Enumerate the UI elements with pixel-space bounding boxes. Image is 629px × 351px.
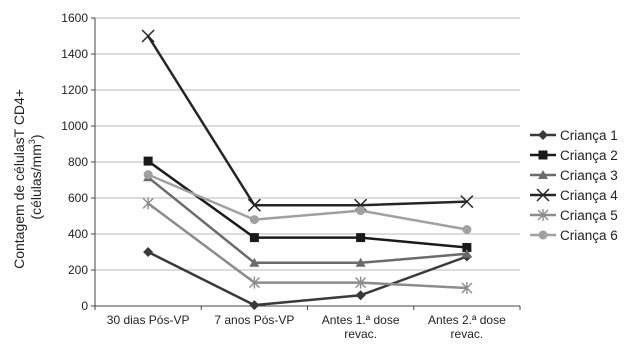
data-point <box>249 215 259 225</box>
data-point <box>143 247 154 257</box>
y-tick-label: 200 <box>68 263 88 277</box>
series-4 <box>141 29 474 212</box>
data-point <box>460 195 474 209</box>
legend-item: Criança 3 <box>530 168 618 183</box>
legend-label: Criança 2 <box>560 148 618 163</box>
y-tick-label: 1200 <box>61 83 88 97</box>
data-point <box>355 257 366 267</box>
data-point <box>461 248 472 258</box>
legend-label: Criança 1 <box>560 128 618 143</box>
y-tick-labels: 0 200 400 600 800 1000 1200 1400 1600 <box>61 11 88 313</box>
data-point <box>249 257 260 267</box>
data-point <box>355 276 367 289</box>
legend-marker <box>538 150 548 160</box>
y-tick-label: 400 <box>68 227 88 241</box>
data-point <box>248 276 260 289</box>
y-tick-label: 0 <box>81 299 88 313</box>
data-point <box>461 282 473 294</box>
series-line <box>147 202 467 290</box>
data-point <box>249 233 259 243</box>
series-6 <box>143 170 472 234</box>
x-tick-labels: 30 dias Pós-VP 7 anos Pós-VP Antes 1.ª dos… <box>107 313 506 341</box>
legend: Criança 1 Criança 2 Criança 3 Criança 4 Cria… <box>530 128 618 243</box>
legend-marker <box>538 170 548 179</box>
y-tick-label: 800 <box>68 155 88 169</box>
y-axis-label-line2-suffix: ) <box>28 134 44 139</box>
legend-marker <box>537 209 549 221</box>
data-point <box>356 206 366 216</box>
y-tick-label: 1600 <box>61 11 88 25</box>
data-point <box>247 198 261 212</box>
x-tick-label: 7 anos Pós-VP <box>214 313 294 327</box>
series-line <box>147 173 468 231</box>
data-point <box>356 233 366 243</box>
data-point <box>462 225 472 234</box>
y-axis-label-line1: Contagem de célulasT CD4+ <box>11 89 27 269</box>
y-tick-label: 1000 <box>61 119 88 133</box>
legend-item: Criança 2 <box>530 148 618 163</box>
legend-label: Criança 6 <box>560 228 618 243</box>
legend-marker <box>538 130 548 140</box>
legend-marker <box>536 188 550 202</box>
data-point <box>143 156 153 166</box>
x-tick-label: 30 dias Pós-VP <box>107 313 190 327</box>
legend-label: Criança 4 <box>560 188 618 203</box>
series-line <box>147 176 467 265</box>
data-point <box>249 300 260 311</box>
y-axis-label: Contagem de célulasT CD4+ (células/mm3) <box>11 85 44 269</box>
series-line <box>147 35 467 207</box>
series-line <box>147 250 468 307</box>
legend-marker <box>538 230 548 240</box>
series-3 <box>143 172 472 267</box>
data-point <box>142 197 154 210</box>
y-tick-label: 1400 <box>61 47 88 61</box>
series-5 <box>142 197 473 294</box>
y-tick-label: 600 <box>68 191 88 205</box>
axes <box>91 17 521 310</box>
legend-item: Criança 4 <box>530 188 618 203</box>
data-point <box>462 243 472 252</box>
legend-item: Criança 5 <box>530 208 618 223</box>
x-tick-label: Antes 1.ª dose revac. <box>322 313 400 341</box>
gridlines <box>95 17 520 271</box>
y-axis-label-line2-sup: 3 <box>27 139 37 144</box>
legend-item: Criança 6 <box>530 228 618 243</box>
series-2 <box>143 156 472 252</box>
data-point <box>143 170 153 180</box>
data-point <box>355 290 366 301</box>
legend-label: Criança 3 <box>560 168 618 183</box>
y-axis-label-line2-prefix: (células/mm <box>28 144 44 219</box>
series-line <box>147 160 467 249</box>
legend-label: Criança 5 <box>560 208 618 223</box>
data-point <box>141 29 155 43</box>
x-tick-label: Antes 2.ª dose revac. <box>428 313 506 341</box>
legend-item: Criança 1 <box>530 128 618 143</box>
series-lines <box>141 29 474 311</box>
